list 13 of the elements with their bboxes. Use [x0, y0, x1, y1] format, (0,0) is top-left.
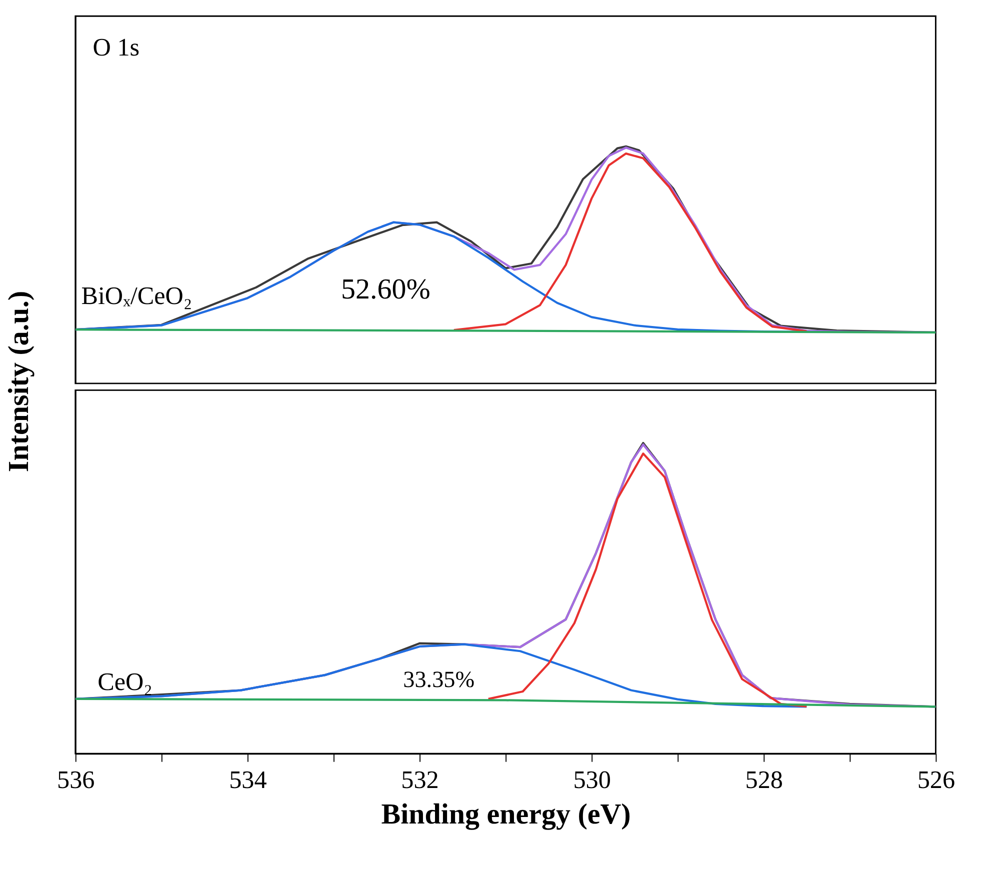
text: O 1s — [92, 34, 140, 62]
annotation: CeO₂ — [98, 668, 152, 696]
annotation: BiOₓ/CeO₂ — [81, 283, 192, 310]
x-tick-label: 528 — [745, 766, 783, 794]
x-tick-label: 534 — [229, 766, 268, 794]
annotation: 33.35% — [403, 666, 475, 693]
x-axis-title: Binding energy (eV) — [381, 798, 631, 831]
x-tick-label: 536 — [57, 766, 95, 794]
y-axis-title: Intensity (a.u.) — [3, 290, 36, 472]
annotation: 52.60% — [341, 273, 430, 306]
x-tick-label: 526 — [917, 766, 956, 794]
x-tick-label: 532 — [401, 766, 439, 794]
x-tick-label: 530 — [573, 766, 611, 794]
